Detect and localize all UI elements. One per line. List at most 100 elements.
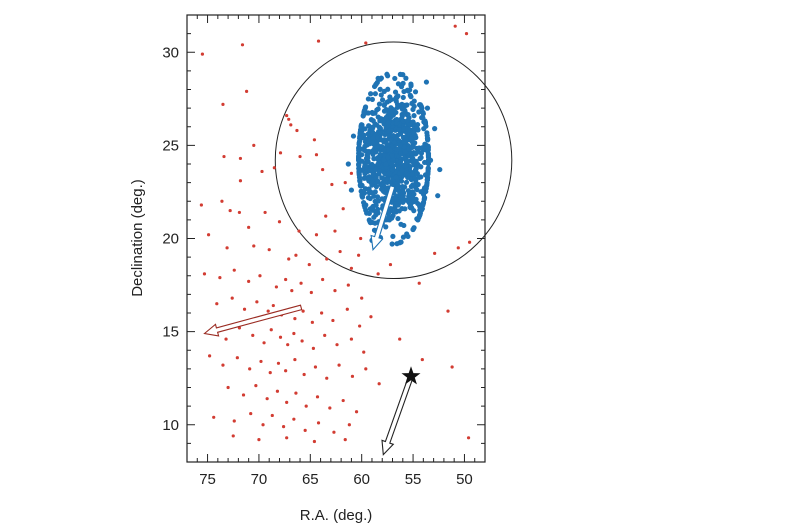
blue-data-point <box>356 174 363 180</box>
blue-data-point <box>412 89 419 95</box>
red-data-point <box>221 363 225 367</box>
red-data-point <box>420 357 424 362</box>
red-data-point <box>262 341 266 345</box>
blue-data-point <box>408 81 414 87</box>
red-data-point <box>349 337 354 341</box>
red-data-point <box>286 343 290 347</box>
blue-data-point <box>392 201 399 207</box>
blue-data-point <box>399 113 406 119</box>
red-data-point <box>254 384 258 388</box>
blue-data-point <box>410 157 416 163</box>
red-data-point <box>222 154 226 159</box>
red-data-point <box>359 236 363 241</box>
blue-data-point <box>377 129 384 135</box>
red-data-point <box>349 171 354 175</box>
plot-frame <box>186 14 486 463</box>
blue-data-point <box>385 128 392 134</box>
red-data-point <box>323 333 327 337</box>
blue-data-point <box>370 110 376 117</box>
red-data-point <box>333 229 337 233</box>
red-data-point <box>218 276 222 280</box>
red-data-point <box>247 279 251 283</box>
ticks-layer: 75 70 65 60 55 50 10 15 20 25 30 <box>162 14 486 488</box>
blue-data-point <box>401 162 407 168</box>
red-data-point <box>332 430 336 434</box>
red-data-point <box>265 397 269 401</box>
blue-data-point <box>425 157 432 163</box>
red-data-point <box>268 371 272 375</box>
red-data-point <box>302 372 306 377</box>
blue-data-point <box>361 175 367 181</box>
blue-data-point <box>411 191 417 197</box>
red-data-point <box>230 296 234 300</box>
blue-data-point <box>372 166 379 172</box>
blue-data-point <box>418 150 425 156</box>
blue-data-point <box>425 152 432 158</box>
blue-data-point <box>405 233 411 240</box>
blue-data-point <box>403 75 409 81</box>
blue-data-point <box>365 131 371 137</box>
blue-data-point <box>380 175 386 181</box>
blue-data-point <box>401 88 407 95</box>
blue-data-point <box>416 174 422 180</box>
blue-data-point <box>368 117 374 123</box>
blue-data-point <box>408 183 414 190</box>
red-data-point <box>303 428 307 432</box>
red-data-point <box>357 253 361 257</box>
blue-data-point <box>400 234 407 240</box>
red-data-point <box>235 356 239 360</box>
blue-data-point <box>389 241 395 247</box>
red-data-point <box>341 207 345 211</box>
red-data-point <box>446 309 450 313</box>
red-data-point <box>275 389 280 393</box>
red-data-point <box>320 311 324 315</box>
blue-data-point <box>366 123 372 129</box>
y-axis-title: Declination (deg.) <box>129 179 146 297</box>
blue-data-point <box>385 154 391 161</box>
red-data-point <box>278 151 283 155</box>
red-data-point <box>297 229 301 233</box>
blue-data-point <box>370 140 376 146</box>
red-data-point <box>315 395 320 399</box>
blue-data-point <box>365 155 371 161</box>
blue-data-point <box>394 116 400 123</box>
blue-data-point <box>369 163 375 169</box>
red-data-point <box>337 363 341 367</box>
red-data-point <box>362 350 366 354</box>
y-tick-label: 10 <box>162 417 179 434</box>
blue-data-point <box>370 204 376 210</box>
blue-data-point <box>398 178 405 184</box>
blue-data-point <box>391 139 398 146</box>
blue-data-point <box>367 195 373 202</box>
blue-data-point <box>408 150 414 156</box>
red-data-point <box>237 210 242 215</box>
red-data-point <box>456 246 460 250</box>
red-data-point <box>252 244 256 248</box>
red-data-point <box>314 233 319 237</box>
blue-data-point <box>362 126 368 132</box>
red-data-point <box>321 167 325 172</box>
red-data-point <box>376 272 380 276</box>
blue-data-point <box>435 193 441 199</box>
blue-data-point <box>420 115 426 121</box>
blue-data-point <box>376 168 383 174</box>
blue-data-point <box>420 111 426 117</box>
red-data-point <box>453 24 457 28</box>
blue-data-point <box>424 135 431 141</box>
blue-data-point <box>395 93 401 99</box>
red-data-point <box>388 262 393 267</box>
blue-data-point <box>401 155 408 161</box>
red-data-point <box>220 199 224 203</box>
blue-data-point <box>409 139 416 145</box>
red-data-point <box>270 413 274 418</box>
red-data-point <box>343 438 347 442</box>
blue-data-point <box>401 144 407 150</box>
blue-data-point <box>357 138 363 144</box>
red-data-point <box>281 425 286 429</box>
blue-data-point <box>418 103 424 109</box>
red-data-point <box>287 257 291 261</box>
blue-data-point <box>370 171 376 178</box>
blue-data-point <box>358 124 364 130</box>
red-data-point <box>309 290 313 295</box>
red-data-point <box>314 153 319 157</box>
